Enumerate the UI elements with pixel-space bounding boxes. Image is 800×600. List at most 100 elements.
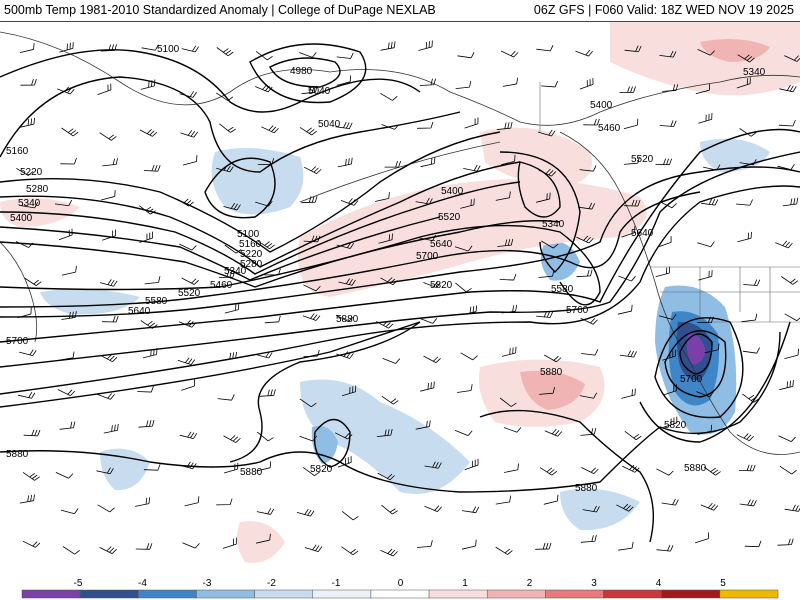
wind-barb (380, 548, 398, 557)
contour-label: 5400 (441, 186, 464, 197)
wind-barb (662, 349, 677, 361)
borders (539, 82, 800, 323)
anomaly-blob (700, 38, 770, 62)
wind-barb (141, 44, 159, 51)
wind-barb (538, 269, 555, 278)
wind-barb (622, 464, 640, 473)
contour-label: 5760 (566, 305, 589, 316)
wind-barb (461, 539, 477, 550)
wind-barb (541, 80, 558, 88)
contour-label: 5100 (157, 44, 180, 55)
wind-barb (15, 241, 34, 248)
contour-label: 5460 (598, 123, 621, 134)
colorbar-tick-label: 1 (462, 578, 468, 589)
colorbar-swatch (486, 589, 546, 599)
model-run-label: 06Z GFS | F060 Valid: 18Z WED NOV 19 202… (533, 3, 794, 17)
wind-barb (501, 346, 517, 357)
wind-barb (581, 467, 599, 474)
wind-barb (24, 277, 42, 286)
contour-line (639, 321, 791, 443)
wind-barb (337, 157, 353, 168)
contour-label: 5280 (26, 184, 49, 195)
wind-barb (739, 128, 757, 137)
wind-barb (341, 385, 357, 397)
colorbar-swatches (21, 589, 779, 599)
wind-barb (499, 397, 517, 407)
contour-line (313, 418, 351, 468)
contour-label-group: 5100 4980 5040 5040 5160 5220 5280 5340 … (6, 44, 766, 494)
wind-barb (538, 168, 557, 177)
wind-barb (143, 164, 161, 172)
wind-barb (299, 398, 317, 408)
contour-label: 5880 (6, 449, 29, 460)
wind-barb (179, 91, 197, 98)
wind-barb (659, 201, 677, 209)
contour-line (664, 330, 727, 398)
wind-barb (22, 540, 41, 548)
wind-barb (736, 77, 751, 89)
wind-barb (738, 464, 756, 472)
wind-barb (624, 45, 642, 53)
wind-barb (55, 472, 74, 479)
wind-barb (460, 352, 478, 361)
contour-line (0, 131, 501, 253)
colorbar-tick-label: -5 (74, 578, 83, 589)
wind-barb (420, 157, 436, 168)
wind-barb (777, 164, 795, 171)
wind-barb (504, 463, 519, 473)
wind-barb (223, 435, 241, 443)
wind-barb (59, 421, 76, 430)
colorbar-swatch (719, 589, 779, 599)
wind-barb (579, 165, 597, 172)
wind-barb (464, 117, 479, 129)
chart-title: 500mb Temp 1981-2010 Standardized Anomal… (4, 3, 436, 17)
wind-barb (662, 84, 679, 92)
wind-barb (184, 496, 200, 507)
wind-barb (302, 467, 320, 477)
height-contours (0, 43, 800, 543)
wind-barb (623, 199, 641, 207)
wind-barb (659, 50, 677, 58)
wind-barb (742, 347, 760, 354)
wind-barb (335, 121, 353, 130)
wind-barb (216, 498, 233, 506)
colorbar-ticks: -5 -4 -3 -2 -1 0 1 2 3 4 5 (74, 578, 727, 589)
wind-barb (464, 458, 479, 470)
wind-barb (302, 313, 321, 321)
wind-barb (580, 534, 597, 543)
wind-barb (61, 265, 77, 276)
contour-line (479, 409, 655, 543)
contour-line (0, 151, 800, 368)
wind-barb (778, 120, 796, 127)
contour-line (0, 128, 800, 343)
wind-barb (380, 277, 398, 286)
contour-line (0, 224, 601, 306)
wind-barb (656, 544, 674, 552)
wind-barb (140, 79, 156, 90)
wind-barb (621, 226, 636, 238)
wind-barb (377, 472, 395, 481)
wind-barb (301, 196, 318, 204)
wind-barb (744, 540, 762, 548)
wind-barb (698, 270, 713, 281)
wind-barb (663, 384, 678, 396)
contour-label: 5880 (540, 367, 563, 378)
contour-label: 5160 (6, 146, 29, 157)
wind-barb (176, 198, 194, 207)
anomaly-blob (298, 179, 647, 297)
wind-barb (743, 279, 761, 286)
wind-barb (580, 427, 597, 436)
wind-barb (222, 537, 237, 549)
wind-barb (177, 357, 196, 366)
wind-barb (381, 395, 399, 405)
wind-barb (216, 164, 234, 173)
wind-barb (419, 78, 436, 86)
wind-barb (102, 315, 119, 323)
contour-label: 5340 (18, 198, 41, 209)
wind-barb (296, 509, 315, 517)
wind-barb (583, 118, 600, 126)
wind-barb (535, 542, 552, 550)
wind-barb (736, 433, 755, 442)
contour-label: 5880 (240, 467, 263, 478)
wind-barb (497, 238, 514, 247)
